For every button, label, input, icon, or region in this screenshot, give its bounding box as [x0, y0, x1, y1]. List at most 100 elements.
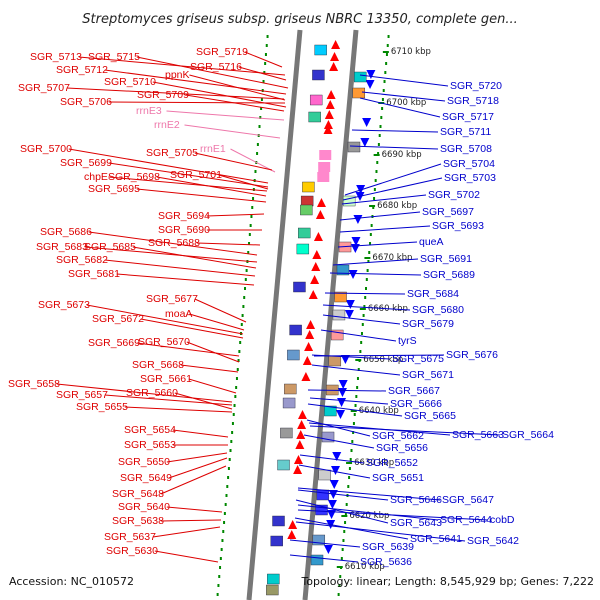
gene-label-left[interactable]: SGR_5657: [56, 389, 108, 401]
reverse-gene-arrow[interactable]: [337, 388, 347, 397]
reverse-gene-box[interactable]: [336, 264, 350, 276]
reverse-gene-arrow[interactable]: [329, 480, 339, 489]
gene-label-left[interactable]: SGR_5654: [124, 424, 176, 436]
gene-label-left[interactable]: SGR_5653: [124, 439, 176, 451]
reverse-gene-arrow[interactable]: [362, 118, 372, 127]
gene-label-left[interactable]: SGR_5694: [158, 210, 210, 222]
forward-gene-arrow[interactable]: [288, 520, 298, 529]
forward-gene-arrow[interactable]: [329, 62, 339, 71]
reverse-gene-arrow[interactable]: [360, 138, 370, 147]
forward-gene-arrow[interactable]: [311, 262, 321, 271]
reverse-gene-arrow[interactable]: [344, 310, 354, 319]
gene-label-left[interactable]: SGR_5700: [20, 143, 72, 155]
gene-label-right[interactable]: SGR_5717: [442, 111, 494, 123]
gene-label-left[interactable]: SGR_5670: [138, 336, 190, 348]
gene-label-left[interactable]: SGR_5673: [38, 299, 90, 311]
gene-label-left[interactable]: SGR_5698: [108, 171, 160, 183]
gene-label-right[interactable]: SGR_5639: [362, 541, 414, 553]
forward-gene-arrow[interactable]: [293, 455, 303, 464]
gene-label-right[interactable]: SGR_5684: [407, 288, 459, 300]
forward-gene-box[interactable]: [287, 349, 300, 361]
reverse-gene-arrow[interactable]: [327, 500, 337, 509]
gene-label-left[interactable]: rrnE3: [136, 105, 162, 117]
gene-label-left[interactable]: ppnK: [165, 69, 190, 81]
reverse-gene-arrow[interactable]: [338, 380, 348, 389]
gene-label-left[interactable]: SGR_5661: [140, 373, 192, 385]
forward-gene-arrow[interactable]: [310, 275, 320, 284]
gene-label-right[interactable]: SGR_5693: [432, 220, 484, 232]
forward-gene-box[interactable]: [300, 195, 314, 207]
forward-gene-box[interactable]: [267, 573, 280, 585]
gene-label-left[interactable]: SGR_5705: [146, 147, 198, 159]
gene-label-left[interactable]: SGR_5650: [118, 456, 170, 468]
reverse-gene-box[interactable]: [315, 504, 328, 516]
rrna-feature[interactable]: [317, 172, 330, 182]
gene-label-left[interactable]: SGR_5701: [170, 169, 222, 181]
reverse-gene-box[interactable]: [332, 309, 346, 321]
forward-gene-arrow[interactable]: [296, 430, 306, 439]
gene-label-right[interactable]: SGR_5675: [392, 353, 444, 365]
forward-gene-arrow[interactable]: [323, 125, 333, 134]
gene-label-right[interactable]: SGR_5680: [412, 304, 464, 316]
forward-gene-box[interactable]: [309, 94, 323, 106]
gene-label-left[interactable]: SGR_5685: [84, 241, 136, 253]
gene-label-right[interactable]: SGR_5663: [452, 429, 504, 441]
forward-gene-arrow[interactable]: [326, 90, 336, 99]
forward-gene-arrow[interactable]: [324, 110, 334, 119]
gene-label-left[interactable]: SGR_5677: [146, 293, 198, 305]
forward-gene-arrow[interactable]: [295, 440, 305, 449]
forward-gene-box[interactable]: [266, 584, 279, 596]
forward-gene-arrow[interactable]: [306, 320, 316, 329]
forward-gene-arrow[interactable]: [301, 372, 311, 381]
gene-label-left[interactable]: SGR_5655: [76, 401, 128, 413]
gene-label-right[interactable]: SGR_5644: [440, 514, 492, 526]
gene-label-left[interactable]: SGR_5668: [132, 359, 184, 371]
reverse-gene-arrow[interactable]: [351, 237, 361, 246]
reverse-gene-box[interactable]: [347, 141, 361, 153]
reverse-gene-box[interactable]: [321, 431, 335, 443]
reverse-gene-box[interactable]: [328, 355, 342, 367]
gene-label-left[interactable]: rrnE2: [154, 119, 180, 131]
gene-label-right[interactable]: SGR_5651: [372, 472, 424, 484]
gene-label-right[interactable]: SGR_5671: [402, 369, 454, 381]
gene-label-right[interactable]: SGR_5703: [444, 172, 496, 184]
reverse-gene-arrow[interactable]: [366, 70, 376, 79]
forward-gene-box[interactable]: [314, 44, 327, 56]
forward-gene-arrow[interactable]: [331, 40, 341, 49]
gene-label-left[interactable]: SGR_5699: [60, 157, 112, 169]
gene-label-right[interactable]: SGR_5720: [450, 80, 502, 92]
gene-label-right[interactable]: SGR_5656: [376, 442, 428, 454]
reverse-gene-arrow[interactable]: [336, 410, 345, 419]
forward-gene-arrow[interactable]: [325, 100, 335, 109]
gene-label-left[interactable]: rrnE1: [200, 143, 226, 155]
gene-label-right[interactable]: SGR_5647: [442, 494, 494, 506]
forward-gene-box[interactable]: [312, 69, 325, 81]
gene-label-right[interactable]: SGR_5679: [402, 318, 454, 330]
gene-label-left[interactable]: SGR_5672: [92, 313, 144, 325]
forward-gene-arrow[interactable]: [302, 356, 312, 365]
forward-gene-arrow[interactable]: [313, 232, 323, 241]
forward-gene-arrow[interactable]: [304, 342, 314, 351]
gene-label-right[interactable]: SGR_5666: [390, 398, 442, 410]
gene-label-left[interactable]: SGR_5719: [196, 46, 248, 58]
gene-label-right[interactable]: SGR_5708: [440, 143, 492, 155]
reverse-gene-box[interactable]: [318, 469, 331, 481]
gene-label-left[interactable]: SGR_5648: [112, 488, 164, 500]
gene-label-right[interactable]: cobD: [490, 514, 515, 526]
forward-gene-arrow[interactable]: [312, 250, 322, 259]
reverse-gene-box[interactable]: [310, 554, 324, 566]
gene-label-left[interactable]: SGR_5649: [120, 472, 172, 484]
gene-label-left[interactable]: SGR_5710: [104, 76, 156, 88]
gene-label-left[interactable]: SGR_5658: [8, 378, 60, 390]
gene-label-left[interactable]: SGR_5713: [30, 51, 82, 63]
forward-gene-arrow[interactable]: [297, 420, 307, 429]
gene-label-right[interactable]: tyrS: [398, 335, 417, 347]
forward-gene-arrow[interactable]: [330, 52, 340, 61]
gene-label-right[interactable]: SGR_5641: [410, 533, 462, 545]
reverse-gene-arrow[interactable]: [328, 490, 338, 499]
gene-label-left[interactable]: SGR_5706: [60, 96, 112, 108]
gene-label-right[interactable]: SGR_5697: [422, 206, 474, 218]
gene-label-left[interactable]: SGR_5637: [104, 531, 156, 543]
reverse-gene-box[interactable]: [330, 329, 344, 341]
forward-gene-box[interactable]: [280, 427, 293, 439]
